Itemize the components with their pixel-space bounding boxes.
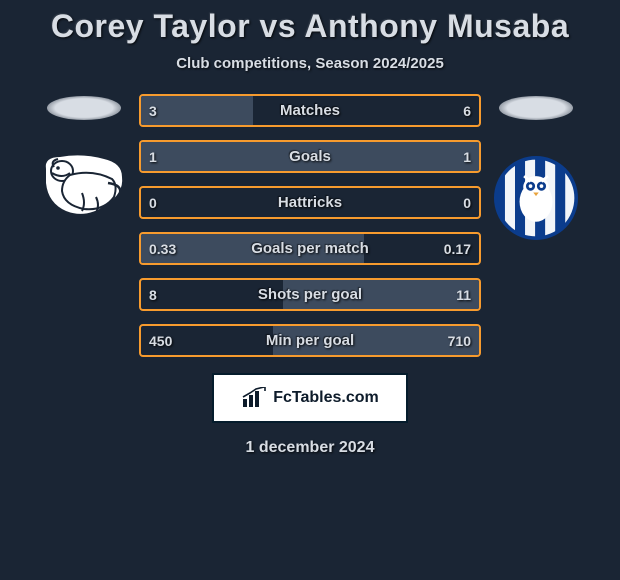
stat-bar: 811Shots per goal [139, 278, 481, 311]
left-player-col [29, 94, 139, 230]
fctables-logo-icon [241, 387, 267, 409]
stat-label: Goals per match [141, 234, 479, 263]
stat-bar: 450710Min per goal [139, 324, 481, 357]
stat-label: Min per goal [141, 326, 479, 355]
stat-bar: 00Hattricks [139, 186, 481, 219]
page-title: Corey Taylor vs Anthony Musaba [51, 8, 569, 45]
sheffield-wednesday-crest [494, 156, 578, 240]
fctables-badge[interactable]: FcTables.com [212, 373, 408, 423]
main-row: 36Matches 11Goals 00Hattricks 0.330.17Goals… [0, 94, 620, 357]
stat-label: Hattricks [141, 188, 479, 217]
comparison-card: Corey Taylor vs Anthony Musaba Club comp… [0, 0, 620, 457]
right-player-ellipse [499, 96, 573, 120]
stat-bar: 11Goals [139, 140, 481, 173]
stat-bar: 0.330.17Goals per match [139, 232, 481, 265]
stat-bar: 36Matches [139, 94, 481, 127]
stat-label: Matches [141, 96, 479, 125]
stats-bars: 36Matches 11Goals 00Hattricks 0.330.17Goals… [139, 94, 481, 357]
stat-label: Shots per goal [141, 280, 479, 309]
fctables-badge-text: FcTables.com [273, 389, 379, 407]
left-player-ellipse [47, 96, 121, 120]
derby-county-crest [42, 146, 126, 230]
stat-label: Goals [141, 142, 479, 171]
page-subtitle: Club competitions, Season 2024/2025 [176, 55, 444, 72]
right-player-col [481, 94, 591, 240]
footer-date: 1 december 2024 [246, 439, 375, 457]
